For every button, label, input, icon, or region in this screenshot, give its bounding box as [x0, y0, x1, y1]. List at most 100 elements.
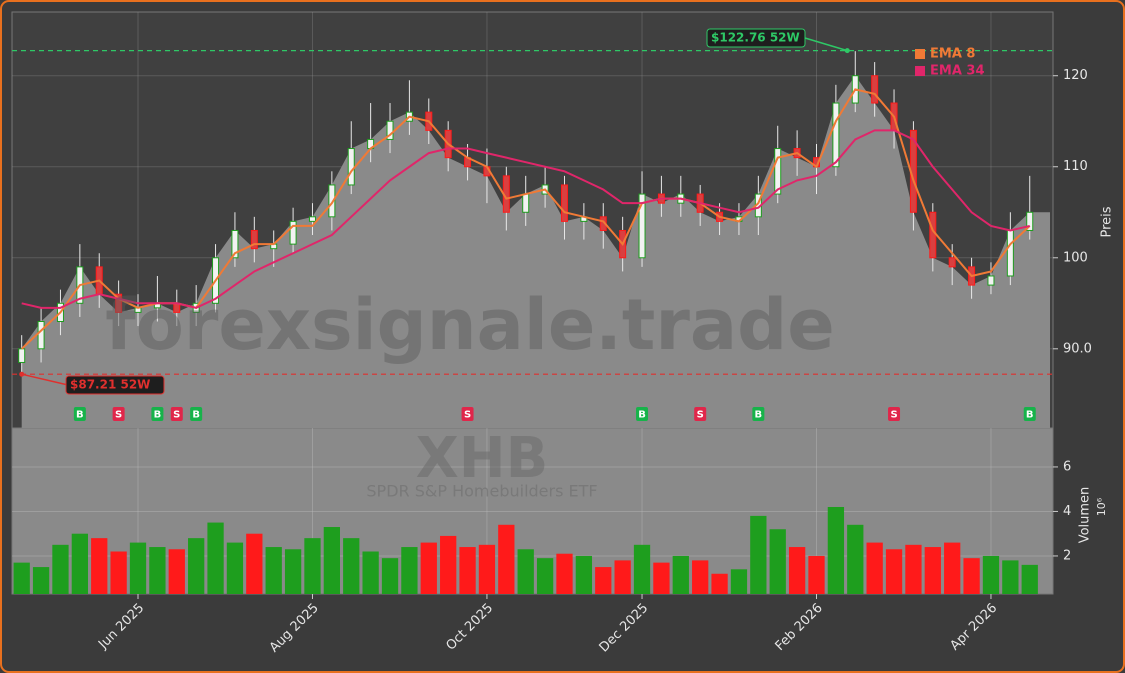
- volume-bar: [885, 549, 903, 594]
- candle-body: [231, 229, 239, 259]
- reference-arrow: [21, 373, 69, 386]
- signal-marker: [73, 407, 86, 421]
- volume-bar: [32, 567, 50, 594]
- volume-bar: [672, 555, 689, 594]
- candle-body: [522, 193, 530, 213]
- candle-body: [347, 148, 355, 186]
- volume-bar: [52, 544, 69, 594]
- legend-swatch: [915, 66, 925, 76]
- plot-layer: [12, 12, 1058, 599]
- signal-label: B: [755, 410, 763, 421]
- signal-marker: [1023, 407, 1036, 421]
- candle-body: [560, 184, 568, 222]
- volume-bar: [653, 562, 670, 594]
- candle-body: [929, 211, 937, 259]
- volume-bar: [265, 547, 282, 594]
- volume-bar: [750, 515, 767, 594]
- volume-bar: [110, 551, 127, 594]
- signal-marker: [694, 407, 707, 421]
- volume-bar: [944, 542, 961, 594]
- signal-label: S: [115, 410, 122, 421]
- volume-bar: [536, 558, 554, 594]
- volume-tick-label: 2: [1063, 548, 1071, 563]
- candle-body: [18, 348, 26, 363]
- candle-body: [638, 193, 646, 259]
- candle-body: [115, 293, 123, 313]
- volume-bar: [769, 529, 786, 594]
- volume-bar: [91, 538, 108, 594]
- candle-body: [386, 120, 394, 140]
- volume-bar: [905, 544, 922, 594]
- candle-body: [328, 184, 336, 218]
- signal-label: B: [76, 410, 84, 421]
- volume-bar: [440, 535, 457, 594]
- volume-bar: [633, 544, 651, 594]
- volume-bar: [1002, 560, 1019, 594]
- volume-bar: [788, 547, 806, 594]
- signal-marker: [752, 407, 765, 421]
- volume-bar: [498, 524, 515, 594]
- volume-axis-label: Volumen: [1078, 487, 1093, 544]
- reference-arrow-head: [844, 48, 850, 54]
- volume-bar: [188, 538, 205, 594]
- watermark-title: XHB: [416, 426, 549, 491]
- signal-label: S: [697, 410, 704, 421]
- volume-bar: [595, 567, 612, 594]
- legend-swatch: [915, 49, 925, 59]
- reference-label-box: [706, 28, 806, 48]
- volume-bar: [343, 538, 360, 594]
- signal-marker: [170, 407, 183, 421]
- volume-bar: [866, 542, 883, 594]
- candle-body: [37, 320, 45, 350]
- candle-body: [948, 257, 956, 268]
- volume-tick-label: 4: [1063, 504, 1071, 519]
- candle-body: [832, 102, 840, 168]
- candle-body: [1006, 229, 1014, 277]
- volume-bar: [129, 542, 147, 594]
- volume-bar: [963, 558, 980, 594]
- candle-body: [1026, 211, 1034, 231]
- volume-bar: [575, 555, 593, 594]
- ema-line: [21, 129, 1030, 309]
- volume-bar: [71, 533, 88, 594]
- volume-bar: [1021, 564, 1038, 594]
- close-area: [21, 75, 1050, 428]
- candle-body: [774, 148, 782, 195]
- candle-body: [308, 216, 316, 222]
- y-tick-label: 110: [1063, 159, 1088, 174]
- signal-label: B: [192, 410, 200, 421]
- signal-marker: [151, 407, 164, 421]
- signal-marker: [112, 407, 125, 421]
- watermark-subtitle: SPDR S&P Homebuilders ETF: [366, 482, 597, 501]
- volume-bar: [226, 542, 244, 594]
- reference-label: $87.21 52W: [70, 378, 150, 392]
- signal-label: S: [464, 410, 471, 421]
- volume-bar: [517, 549, 534, 594]
- volume-bar: [692, 560, 709, 594]
- signal-marker: [461, 407, 474, 421]
- volume-bar: [362, 551, 379, 594]
- signal-label: S: [890, 410, 897, 421]
- y-tick-label: 90.0: [1063, 341, 1092, 356]
- volume-bar: [13, 562, 30, 594]
- volume-bar: [381, 558, 399, 594]
- volume-bar: [556, 553, 573, 594]
- volume-bar: [246, 533, 263, 594]
- volume-bar: [420, 542, 437, 594]
- signal-label: S: [173, 410, 180, 421]
- signal-marker: [888, 407, 901, 421]
- reference-label-box: [65, 375, 165, 395]
- volume-bar: [323, 527, 341, 594]
- volume-bar: [924, 547, 941, 594]
- volume-bar: [168, 549, 185, 594]
- legend-label: EMA 8: [930, 47, 975, 62]
- signal-marker: [190, 407, 203, 421]
- volume-bar: [284, 549, 302, 594]
- signal-label: B: [1026, 410, 1034, 421]
- watermark: forexsignale.trade: [105, 284, 834, 366]
- reference-label: $122.76 52W: [711, 31, 800, 45]
- signal-label: B: [638, 410, 646, 421]
- volume-bar: [149, 547, 166, 594]
